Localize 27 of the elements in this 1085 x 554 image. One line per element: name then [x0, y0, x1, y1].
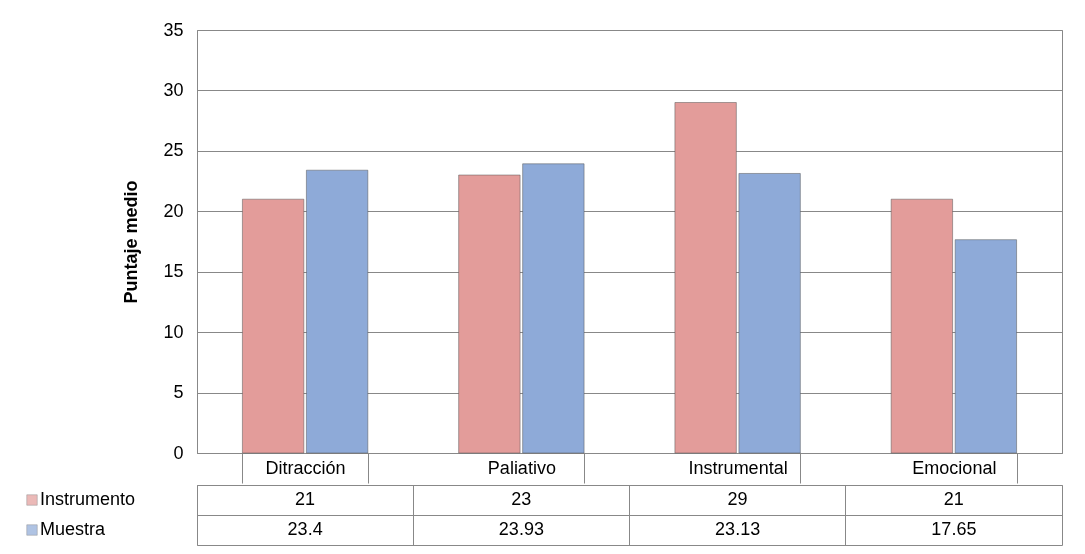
data-label: 23.13 — [715, 519, 761, 539]
y-tick-label: 35 — [163, 19, 184, 40]
legend-label: Instrumento — [40, 489, 136, 509]
data-label: 17.65 — [931, 519, 977, 539]
bar — [954, 239, 1017, 454]
data-label: 21 — [295, 489, 316, 509]
bar — [242, 198, 305, 454]
y-tick-label: 15 — [163, 261, 184, 282]
x-tick-label: Emocional — [912, 457, 997, 478]
data-label: 29 — [727, 489, 748, 509]
y-tick-label: 5 — [173, 382, 184, 403]
x-tick-label: Paliativo — [487, 457, 556, 478]
y-tick-label: 10 — [163, 321, 184, 342]
legend-label: Muestra — [40, 519, 107, 539]
x-tick-label: Instrumental — [688, 457, 788, 478]
data-label: 23.93 — [498, 519, 544, 539]
data-label: 21 — [943, 489, 964, 509]
data-label: 23.4 — [287, 519, 323, 539]
bar — [890, 198, 953, 454]
data-label: 23 — [511, 489, 532, 509]
bar — [306, 169, 369, 454]
y-tick-label: 25 — [163, 140, 184, 161]
y-tick-label: 30 — [163, 79, 184, 100]
y-tick-label: 0 — [173, 442, 184, 463]
y-axis-title: Puntaje medio — [121, 180, 142, 304]
y-tick-label: 20 — [163, 200, 184, 221]
x-tick-label: Ditracción — [265, 457, 346, 478]
